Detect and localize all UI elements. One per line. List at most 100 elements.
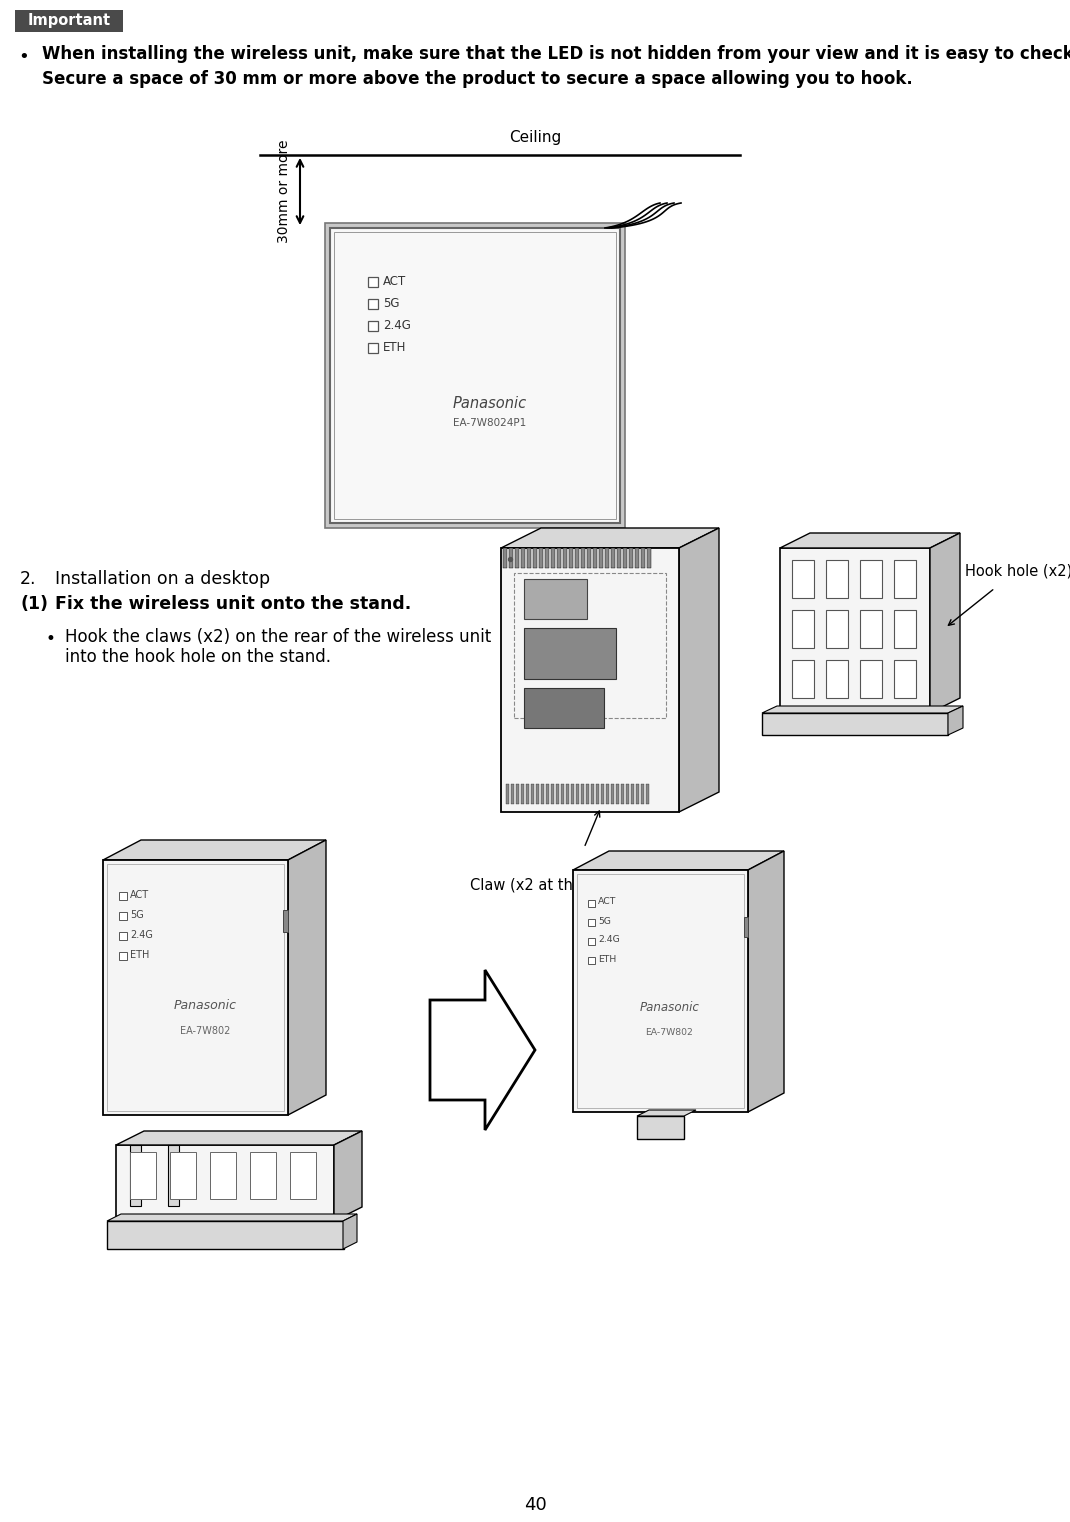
Polygon shape [930,533,960,712]
Bar [792,560,814,598]
Bar [569,548,574,568]
Bar [521,784,524,804]
Bar [15,11,123,32]
Text: Secure a space of 30 mm or more above the product to secure a space allowing you: Secure a space of 30 mm or more above th… [42,70,913,88]
Bar [561,784,564,804]
Polygon shape [501,528,719,548]
Polygon shape [334,1131,362,1221]
Bar [368,298,378,309]
Bar [119,912,127,919]
Text: ACT: ACT [598,898,616,907]
Bar [588,957,595,963]
Bar [545,548,549,568]
Bar [576,784,579,804]
Text: Ceiling: Ceiling [509,129,561,145]
Bar [282,910,288,931]
Polygon shape [679,528,719,813]
Bar [623,548,627,568]
Bar [587,548,591,568]
Bar [551,784,554,804]
Text: 30mm or more: 30mm or more [277,140,291,244]
Bar [601,784,603,804]
Bar [780,548,930,712]
Text: (1): (1) [20,595,48,613]
Bar [606,784,609,804]
Text: ACT: ACT [383,275,407,288]
Bar [556,784,559,804]
Bar [826,661,849,699]
Bar [119,931,127,941]
Text: Important: Important [28,14,110,29]
Bar [563,548,567,568]
Bar [581,548,585,568]
Text: EA-7W8024P1: EA-7W8024P1 [453,419,526,428]
Bar [588,900,595,907]
Bar [581,784,584,804]
Text: ETH: ETH [598,954,616,963]
Bar [860,560,882,598]
Polygon shape [116,1131,362,1145]
Bar [334,231,616,519]
Text: •: • [45,630,55,648]
Text: Panasonic: Panasonic [639,1001,699,1015]
Bar [503,548,507,568]
Text: When installing the wireless unit, make sure that the LED is not hidden from you: When installing the wireless unit, make … [42,46,1070,62]
Bar [533,548,537,568]
Text: Installation on a desktop: Installation on a desktop [55,571,270,587]
Bar [528,548,531,568]
Polygon shape [107,1215,357,1221]
Bar [792,661,814,699]
Bar [546,784,549,804]
Polygon shape [288,840,326,1116]
Polygon shape [430,970,535,1129]
Bar [557,548,561,568]
Bar [170,1152,196,1199]
Bar [107,864,284,1111]
Bar [586,784,588,804]
Text: ETH: ETH [129,950,150,960]
Bar [119,951,127,960]
Bar [895,661,916,699]
Bar [536,784,539,804]
Text: into the hook hole on the stand.: into the hook hole on the stand. [65,648,331,667]
Bar [647,548,651,568]
Bar [509,548,513,568]
Bar [611,548,615,568]
Bar [116,1145,334,1221]
Polygon shape [343,1215,357,1250]
Text: Hook hole (x2): Hook hole (x2) [965,563,1070,578]
Bar [588,938,595,945]
Bar [575,548,579,568]
Bar [368,342,378,353]
Bar [210,1152,236,1199]
Bar [368,321,378,330]
Bar [860,661,882,699]
Polygon shape [748,851,784,1113]
Bar [531,784,534,804]
Bar [596,784,599,804]
Text: Hook the claws (x2) on the rear of the wireless unit: Hook the claws (x2) on the rear of the w… [65,629,491,645]
Text: 40: 40 [523,1496,547,1514]
Polygon shape [762,706,963,712]
Bar [571,784,574,804]
Bar [524,688,603,728]
Bar [526,784,529,804]
Text: 5G: 5G [598,916,611,925]
Bar [591,784,594,804]
Bar [744,916,748,938]
Bar [605,548,609,568]
Bar [325,224,625,528]
Bar [250,1152,276,1199]
Bar [599,548,603,568]
Polygon shape [103,840,326,860]
Polygon shape [948,706,963,735]
Bar [521,548,525,568]
Bar [593,548,597,568]
Bar [129,1152,156,1199]
Bar [646,784,649,804]
Text: EA-7W802: EA-7W802 [180,1026,230,1036]
Bar [616,784,620,804]
Bar [588,919,595,925]
Bar [566,784,569,804]
Text: 2.4G: 2.4G [598,936,620,945]
